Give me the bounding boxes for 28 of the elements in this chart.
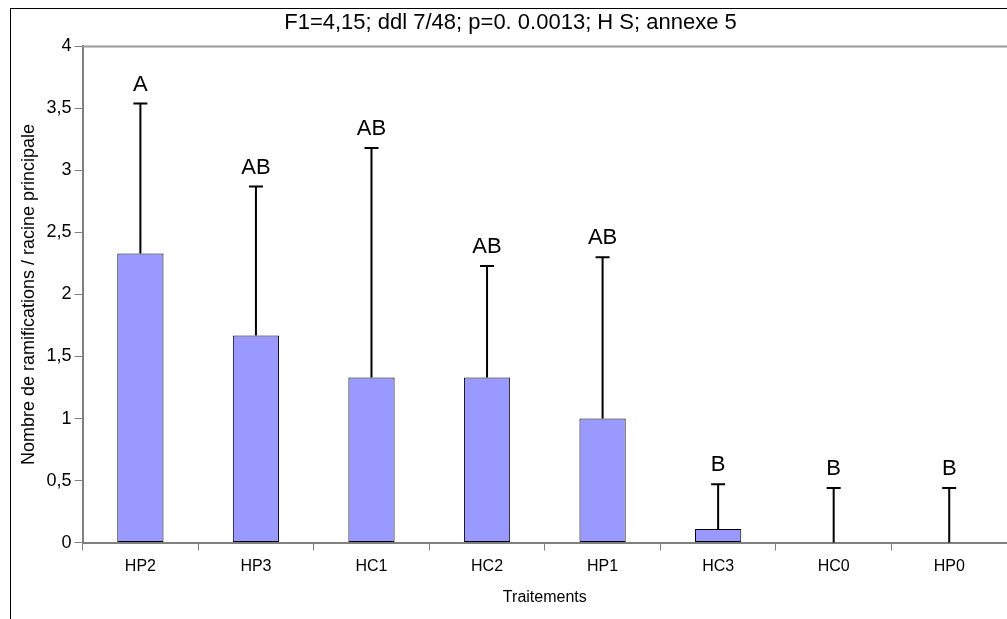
annotation: A bbox=[133, 70, 149, 96]
x-tick-label: HC2 bbox=[471, 556, 504, 574]
annotation: B bbox=[941, 455, 957, 481]
y-tick-label: 1 bbox=[61, 407, 72, 428]
y-axis-title: Nombre de ramifications / racine principale bbox=[17, 123, 38, 466]
x-axis-title: Traitements bbox=[502, 587, 587, 605]
x-tick-label: HC3 bbox=[702, 556, 735, 574]
x-tick-label: HC1 bbox=[355, 556, 388, 574]
annotation: AB bbox=[472, 233, 502, 259]
y-tick-label: 0,5 bbox=[46, 469, 72, 490]
y-tick-label: 2,5 bbox=[46, 221, 72, 242]
annotation: AB bbox=[356, 115, 387, 141]
annotation: AB bbox=[241, 153, 271, 179]
y-tick-label: 4 bbox=[61, 35, 72, 56]
y-tick-label: 1,5 bbox=[46, 345, 72, 366]
annotation: B bbox=[826, 455, 842, 481]
x-tick-label: HP1 bbox=[587, 556, 619, 574]
x-tick-label: HC0 bbox=[817, 556, 850, 574]
x-tick-label: HP0 bbox=[933, 556, 965, 574]
y-tick-label: 2 bbox=[61, 283, 72, 304]
y-tick-label: 3 bbox=[61, 159, 72, 180]
chart-title: F1=4,15; ddl 7/48; p=0. 0.0013; H S; annexe 5 bbox=[284, 9, 737, 35]
x-tick-label: HP3 bbox=[240, 556, 272, 574]
y-tick-label: 0 bbox=[61, 531, 72, 552]
x-tick-label: HP2 bbox=[124, 556, 157, 574]
y-tick-label: 3,5 bbox=[46, 97, 72, 118]
annotation: B bbox=[710, 451, 726, 477]
annotation: AB bbox=[587, 224, 618, 250]
